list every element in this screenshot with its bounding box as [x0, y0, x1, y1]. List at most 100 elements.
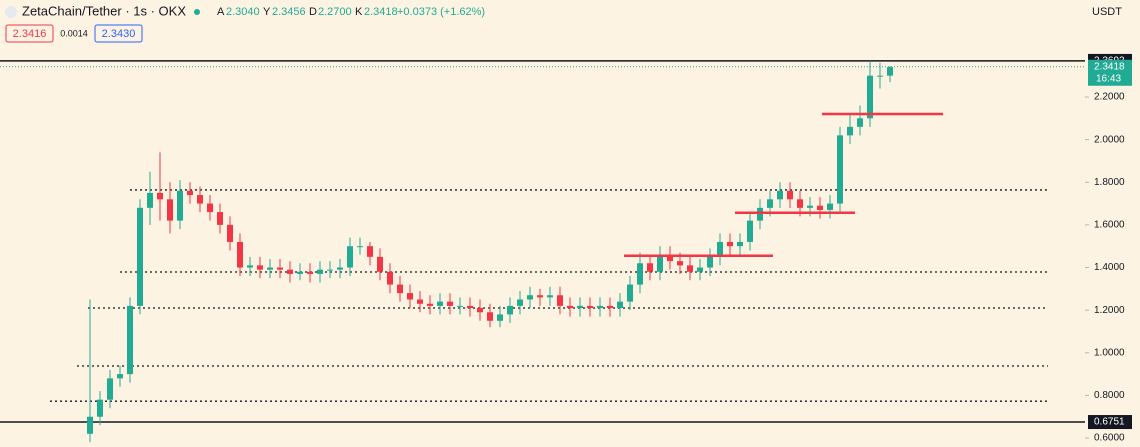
bid-box[interactable] [5, 24, 54, 43]
symbol-icon [5, 6, 17, 18]
candle-body [287, 269, 293, 274]
candle-body [347, 246, 353, 268]
candle-body [267, 267, 273, 270]
candle-body [197, 195, 203, 204]
candle-body [337, 267, 343, 270]
candle-body [97, 399, 103, 417]
candle-body [277, 267, 283, 270]
ohlc-value: 2.2700 [318, 6, 352, 18]
candle-body [527, 295, 533, 300]
candle-body [217, 212, 223, 225]
candle-body [117, 374, 123, 379]
candle-body [247, 265, 253, 268]
price-tag-label: 0.6751 [1094, 417, 1125, 428]
candle-body [717, 241, 723, 257]
candle-body [127, 305, 133, 375]
candle-body [707, 256, 713, 268]
countdown: 16:43 [1096, 73, 1121, 84]
candle-body [457, 305, 463, 307]
candle-body [597, 305, 603, 309]
candle-body [327, 269, 333, 271]
symbol: ZetaChain/Tether · 1s · OKX [22, 3, 186, 18]
candle-body [257, 265, 263, 270]
ohlc-value: 2.3456 [272, 6, 306, 18]
candle-body [497, 314, 503, 321]
candle-body [417, 299, 423, 304]
candle-body [887, 67, 893, 76]
candle-body [617, 301, 623, 309]
currency[interactable]: USDT [1092, 6, 1122, 18]
ohlc: A 2.3040 Y 2.3456 D 2.2700 K 2.3418 +0.0373 (+1.… [217, 6, 485, 18]
candle-body [687, 265, 693, 272]
y-tick-label: 1.0000 [1094, 347, 1125, 358]
candle-body [627, 284, 633, 302]
candle-body [667, 254, 673, 262]
candle-body [737, 241, 743, 247]
change: +0.0373 (+1.62%) [397, 6, 485, 18]
candle-body [697, 267, 703, 272]
candle-body [557, 295, 563, 306]
ohlc-key: K [355, 6, 363, 18]
ohlc-value: 2.3040 [226, 6, 260, 18]
candle-body [477, 308, 483, 313]
y-tick-label: 2.2000 [1094, 92, 1125, 103]
candle-body [757, 207, 763, 221]
candle-body [137, 207, 143, 306]
candle-body [877, 75, 883, 77]
candle-body [427, 303, 433, 306]
y-tick-label: 0.6000 [1094, 433, 1125, 444]
status-dot [194, 9, 200, 15]
candle-body [177, 190, 183, 221]
candle-body [227, 224, 233, 242]
ask-box[interactable] [94, 24, 143, 43]
y-tick-label: 1.2000 [1094, 305, 1125, 316]
candle-body [317, 269, 323, 274]
ohlc-value: 2.3418 [364, 6, 398, 18]
y-tick-label: 1.6000 [1094, 220, 1125, 231]
candle-body [507, 305, 513, 315]
candle-body [537, 295, 543, 298]
ask: 2.3430 [102, 28, 136, 40]
candle-body [387, 271, 393, 285]
candle-body [467, 305, 473, 309]
ohlc-key: A [217, 6, 225, 18]
candle-body [777, 190, 783, 200]
last-price-tag [1088, 59, 1132, 86]
candle-body [437, 301, 443, 306]
ohlc-key: Y [263, 6, 271, 18]
candle-body [577, 305, 583, 309]
candle-body [677, 261, 683, 266]
candle-body [827, 203, 833, 210]
candle-body [297, 271, 303, 274]
candle-body [867, 75, 873, 119]
candle-body [807, 205, 813, 208]
candle-body [187, 190, 193, 196]
candle-body [567, 305, 573, 309]
candle-body [517, 299, 523, 306]
candle-body [797, 199, 803, 208]
spread: 0.0014 [60, 28, 88, 38]
candle-body [207, 203, 213, 213]
candle-body [587, 305, 593, 309]
candle-body [367, 246, 373, 257]
candle-body [307, 271, 313, 274]
candle-body [747, 220, 753, 242]
candle-body [847, 126, 853, 136]
last-price-label: 2.3418 [1094, 61, 1125, 72]
y-tick-label: 0.8000 [1094, 390, 1125, 401]
y-tick-label: 2.0000 [1094, 134, 1125, 145]
candle-body [87, 416, 93, 434]
bid: 2.3416 [13, 28, 47, 40]
candle-body [857, 118, 863, 127]
candle-body [607, 305, 613, 309]
candle-body [637, 263, 643, 285]
candle-body [647, 263, 653, 272]
candle-body [377, 256, 383, 272]
y-tick-label: 1.8000 [1094, 177, 1125, 188]
candle-body [407, 293, 413, 300]
candle-body [357, 246, 363, 248]
candle-body [817, 205, 823, 210]
y-tick-label: 1.4000 [1094, 262, 1125, 273]
